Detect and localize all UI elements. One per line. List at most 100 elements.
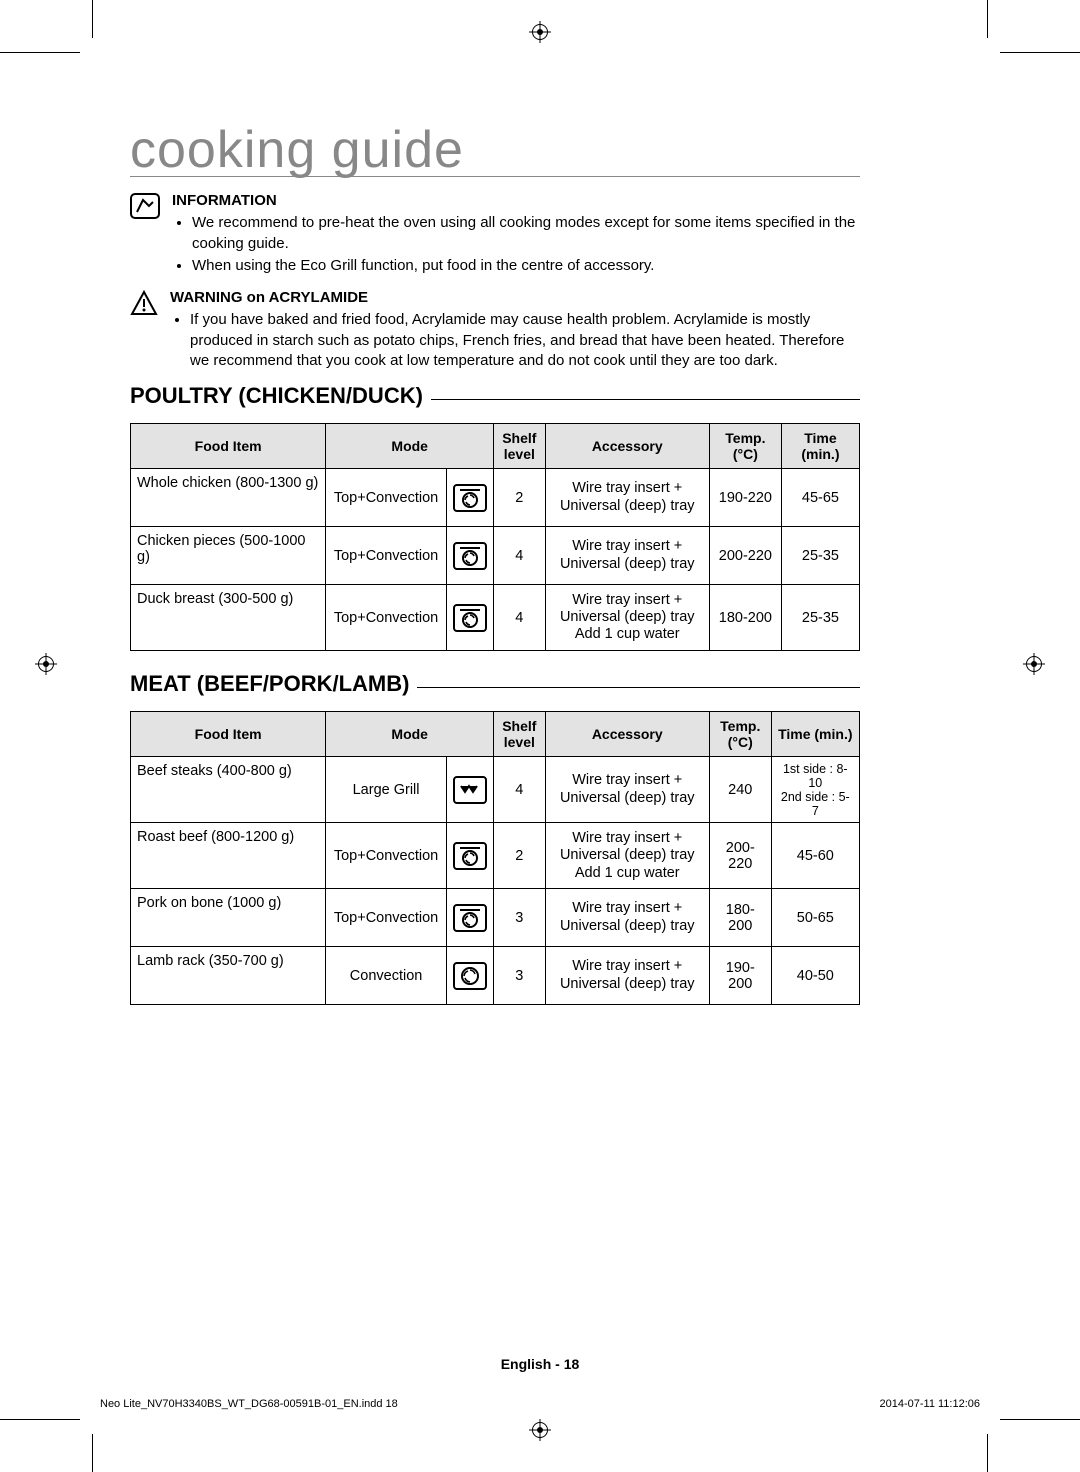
- crop-tick: [1000, 1419, 1080, 1420]
- top-convection-icon: [453, 604, 487, 632]
- cell-shelf: 2: [494, 823, 545, 889]
- cell-accessory: Wire tray insert +Universal (deep) trayA…: [545, 585, 709, 651]
- cell-accessory: Wire tray insert +Universal (deep) tray: [545, 527, 709, 585]
- warning-heading: WARNING on ACRYLAMIDE: [170, 288, 860, 308]
- crop-tick: [1000, 52, 1080, 53]
- section-title: POULTRY (CHICKEN/DUCK): [130, 383, 423, 409]
- table-row: Lamb rack (350-700 g)Convection3Wire tra…: [131, 947, 860, 1005]
- top-convection-icon: [453, 904, 487, 932]
- cell-temp: 190-220: [709, 469, 781, 527]
- cell-shelf: 3: [494, 947, 545, 1005]
- table-row: Chicken pieces (500-1000 g)Top+Convectio…: [131, 527, 860, 585]
- information-item: When using the Eco Grill function, put f…: [192, 256, 860, 276]
- table-header-row: Food Item Mode Shelflevel Accessory Temp…: [131, 424, 860, 469]
- cell-mode-text: Top+Convection: [326, 527, 447, 585]
- information-heading: INFORMATION: [172, 191, 860, 211]
- warning-block: WARNING on ACRYLAMIDE If you have baked …: [130, 288, 860, 373]
- cell-mode-icon: [446, 757, 493, 823]
- cell-temp: 240: [709, 757, 771, 823]
- meat-table: Food Item Mode Shelflevel Accessory Temp…: [130, 711, 860, 1005]
- top-convection-icon: [453, 542, 487, 570]
- col-time: Time(min.): [781, 424, 859, 469]
- cell-shelf: 4: [494, 527, 545, 585]
- top-convection-icon: [453, 484, 487, 512]
- crop-tick: [92, 0, 93, 38]
- cell-mode-icon: [446, 469, 493, 527]
- cell-time: 25-35: [781, 585, 859, 651]
- cell-time: 50-65: [771, 889, 859, 947]
- cell-temp: 180-200: [709, 889, 771, 947]
- cell-food: Whole chicken (800-1300 g): [131, 469, 326, 527]
- cell-time: 25-35: [781, 527, 859, 585]
- cell-accessory: Wire tray insert +Universal (deep) tray: [545, 889, 709, 947]
- cell-accessory: Wire tray insert +Universal (deep) tray: [545, 469, 709, 527]
- cell-accessory: Wire tray insert +Universal (deep) trayA…: [545, 823, 709, 889]
- warning-item: If you have baked and fried food, Acryla…: [190, 310, 860, 371]
- cell-mode-icon: [446, 947, 493, 1005]
- cell-mode-text: Top+Convection: [326, 585, 447, 651]
- col-accessory: Accessory: [545, 712, 709, 757]
- cell-mode-icon: [446, 889, 493, 947]
- table-row: Duck breast (300-500 g)Top+Convection 4Wi…: [131, 585, 860, 651]
- table-header-row: Food Item Mode Shelflevel Accessory Temp…: [131, 712, 860, 757]
- crop-tick: [987, 1434, 988, 1472]
- cell-food: Roast beef (800-1200 g): [131, 823, 326, 889]
- cell-temp: 200-220: [709, 823, 771, 889]
- section-heading-meat: MEAT (BEEF/PORK/LAMB): [130, 671, 860, 697]
- cell-shelf: 4: [494, 757, 545, 823]
- cell-shelf: 2: [494, 469, 545, 527]
- section-title: MEAT (BEEF/PORK/LAMB): [130, 671, 409, 697]
- col-temp: Temp.(°C): [709, 712, 771, 757]
- col-shelf: Shelflevel: [494, 424, 545, 469]
- cell-mode-text: Large Grill: [326, 757, 447, 823]
- table-row: Beef steaks (400-800 g)Large Grill4Wire …: [131, 757, 860, 823]
- cell-mode-icon: [446, 527, 493, 585]
- cell-mode-text: Top+Convection: [326, 889, 447, 947]
- large-grill-icon: [453, 776, 487, 804]
- crop-tick: [987, 0, 988, 38]
- cell-temp: 180-200: [709, 585, 781, 651]
- cell-accessory: Wire tray insert +Universal (deep) tray: [545, 757, 709, 823]
- cell-food: Duck breast (300-500 g): [131, 585, 326, 651]
- cell-mode-icon: [446, 823, 493, 889]
- registration-mark-icon: [38, 656, 54, 672]
- crop-tick: [0, 1419, 80, 1420]
- cell-time: 1st side : 8-102nd side : 5-7: [771, 757, 859, 823]
- registration-mark-icon: [532, 1422, 548, 1438]
- page-content: cooking guide INFORMATION We recommend t…: [130, 120, 860, 1005]
- cell-time: 45-60: [771, 823, 859, 889]
- cell-temp: 200-220: [709, 527, 781, 585]
- cell-mode-text: Top+Convection: [326, 469, 447, 527]
- col-mode: Mode: [326, 424, 494, 469]
- section-heading-poultry: POULTRY (CHICKEN/DUCK): [130, 383, 860, 409]
- cell-shelf: 4: [494, 585, 545, 651]
- col-accessory: Accessory: [545, 424, 709, 469]
- page-footer: English - 18: [0, 1356, 1080, 1372]
- warning-list: If you have baked and fried food, Acryla…: [170, 310, 860, 371]
- table-row: Roast beef (800-1200 g)Top+Convection 2Wi…: [131, 823, 860, 889]
- col-food: Food Item: [131, 424, 326, 469]
- cell-mode-text: Top+Convection: [326, 823, 447, 889]
- registration-mark-icon: [532, 24, 548, 40]
- cell-time: 45-65: [781, 469, 859, 527]
- col-food: Food Item: [131, 712, 326, 757]
- col-mode: Mode: [326, 712, 494, 757]
- registration-mark-icon: [1026, 656, 1042, 672]
- information-block: INFORMATION We recommend to pre-heat the…: [130, 191, 860, 278]
- warning-icon: [130, 290, 158, 316]
- table-row: Pork on bone (1000 g)Top+Convection3Wire…: [131, 889, 860, 947]
- col-shelf: Shelflevel: [494, 712, 545, 757]
- information-list: We recommend to pre-heat the oven using …: [172, 213, 860, 276]
- cell-food: Chicken pieces (500-1000 g): [131, 527, 326, 585]
- cell-mode-text: Convection: [326, 947, 447, 1005]
- cell-time: 40-50: [771, 947, 859, 1005]
- crop-tick: [92, 1434, 93, 1472]
- col-time: Time (min.): [771, 712, 859, 757]
- top-convection-icon: [453, 842, 487, 870]
- poultry-table: Food Item Mode Shelflevel Accessory Temp…: [130, 423, 860, 651]
- convection-icon: [453, 962, 487, 990]
- imprint-stamp: 2014-07-11 11:12:06: [879, 1398, 980, 1410]
- crop-tick: [0, 52, 80, 53]
- cell-mode-icon: [446, 585, 493, 651]
- information-icon: [130, 193, 160, 219]
